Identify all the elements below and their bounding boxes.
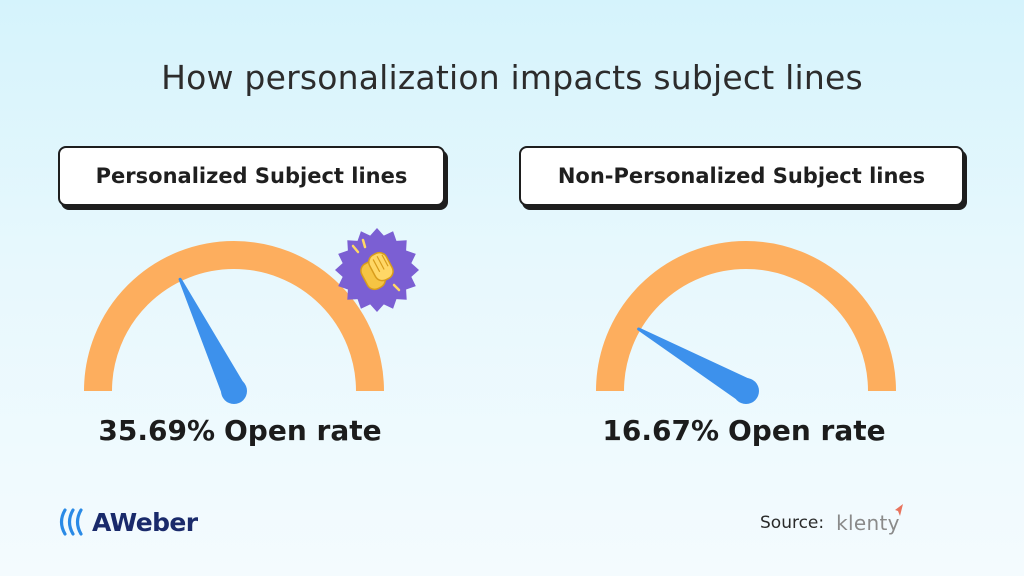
aweber-logo: AWeber (56, 502, 198, 542)
non-personalized-gauge-svg (596, 241, 896, 404)
hands-glyph (360, 251, 394, 291)
source-attribution: Source: klenty (760, 504, 903, 538)
personalized-gauge-svg (84, 241, 384, 404)
non-personalized-rate-value: 16.67% (602, 414, 719, 447)
klenty-paper-plane-icon (894, 504, 903, 516)
source-label: Source: (760, 513, 825, 533)
clapping-hands-icon (335, 228, 419, 312)
klenty-logo-text: klenty (836, 511, 900, 535)
clapping-hands-badge (333, 226, 421, 314)
aweber-logo-text: AWeber (92, 507, 198, 537)
personalized-gauge-needle-hub (221, 378, 247, 404)
personalized-gauge (84, 226, 384, 406)
klenty-logo: klenty (836, 504, 903, 535)
non-personalized-gauge (596, 226, 896, 406)
non-personalized-rate-caption: Open rate (728, 414, 886, 447)
aweber-waves-icon (59, 508, 83, 536)
personalized-rate-value: 35.69% (98, 414, 215, 447)
personalized-label-box: Personalized Subject lines (58, 146, 445, 206)
non-personalized-label-box: Non-Personalized Subject lines (519, 146, 964, 206)
chart-title: How personalization impacts subject line… (161, 58, 863, 97)
non-personalized-gauge-arc (596, 241, 896, 392)
non-personalized-rate-label: 16.67% Open rate (564, 414, 924, 447)
personalized-label-text: Personalized Subject lines (95, 164, 408, 188)
non-personalized-label-text: Non-Personalized Subject lines (557, 164, 926, 188)
non-personalized-gauge-needle-hub (733, 378, 759, 404)
personalized-gauge-arc (84, 241, 384, 392)
personalized-rate-label: 35.69% Open rate (60, 414, 420, 447)
personalized-rate-caption: Open rate (224, 414, 382, 447)
